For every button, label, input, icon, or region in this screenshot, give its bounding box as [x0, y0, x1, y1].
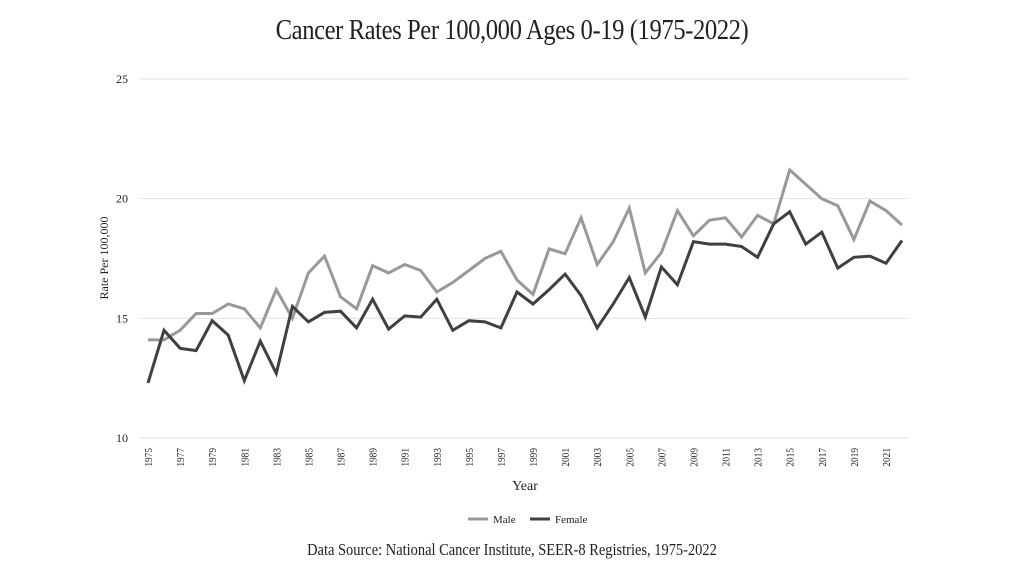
- x-tick-label: 1995: [464, 448, 476, 467]
- x-tick-label: 2013: [753, 448, 765, 467]
- y-tick-label: 15: [116, 311, 128, 325]
- x-tick-label: 2007: [657, 448, 669, 467]
- y-tick-label: 10: [116, 431, 128, 445]
- x-tick-label: 1977: [175, 448, 187, 467]
- source-note: Data Source: National Cancer Institute, …: [307, 540, 717, 559]
- x-tick-label: 1987: [336, 448, 348, 467]
- legend-label: Male: [493, 514, 516, 526]
- x-tick-label: 2003: [593, 448, 605, 467]
- x-tick-label: 1997: [496, 448, 508, 467]
- x-tick-label: 1999: [528, 448, 540, 467]
- y-tick-label: 20: [116, 192, 128, 206]
- x-tick-label: 1981: [240, 448, 252, 467]
- x-tick-label: 2009: [689, 448, 701, 467]
- x-tick-label: 1979: [208, 448, 220, 467]
- x-tick-label: 1975: [143, 448, 155, 467]
- x-tick-label: 1993: [432, 448, 444, 467]
- x-tick-label: 2011: [721, 448, 733, 466]
- x-axis-label: Year: [512, 479, 538, 494]
- x-tick-label: 2021: [881, 448, 893, 467]
- x-tick-label: 2005: [625, 448, 637, 467]
- x-tick-label: 1989: [368, 448, 380, 467]
- series-line-female: [146, 209, 904, 385]
- x-tick-label: 1991: [400, 448, 412, 467]
- legend-label: Female: [555, 514, 587, 526]
- x-tick-label: 1985: [304, 448, 316, 467]
- x-tick-label: 1983: [272, 448, 284, 467]
- x-tick-label: 2019: [849, 448, 861, 467]
- series-line-male: [148, 167, 904, 342]
- x-tick-label: 2001: [560, 448, 572, 467]
- y-axis-label: Rate Per 100,000: [97, 217, 111, 300]
- y-tick-label: 25: [116, 72, 128, 86]
- chart-title: Cancer Rates Per 100,000 Ages 0-19 (1975…: [275, 14, 749, 46]
- x-tick-label: 2017: [817, 448, 829, 467]
- x-tick-label: 2015: [785, 448, 797, 467]
